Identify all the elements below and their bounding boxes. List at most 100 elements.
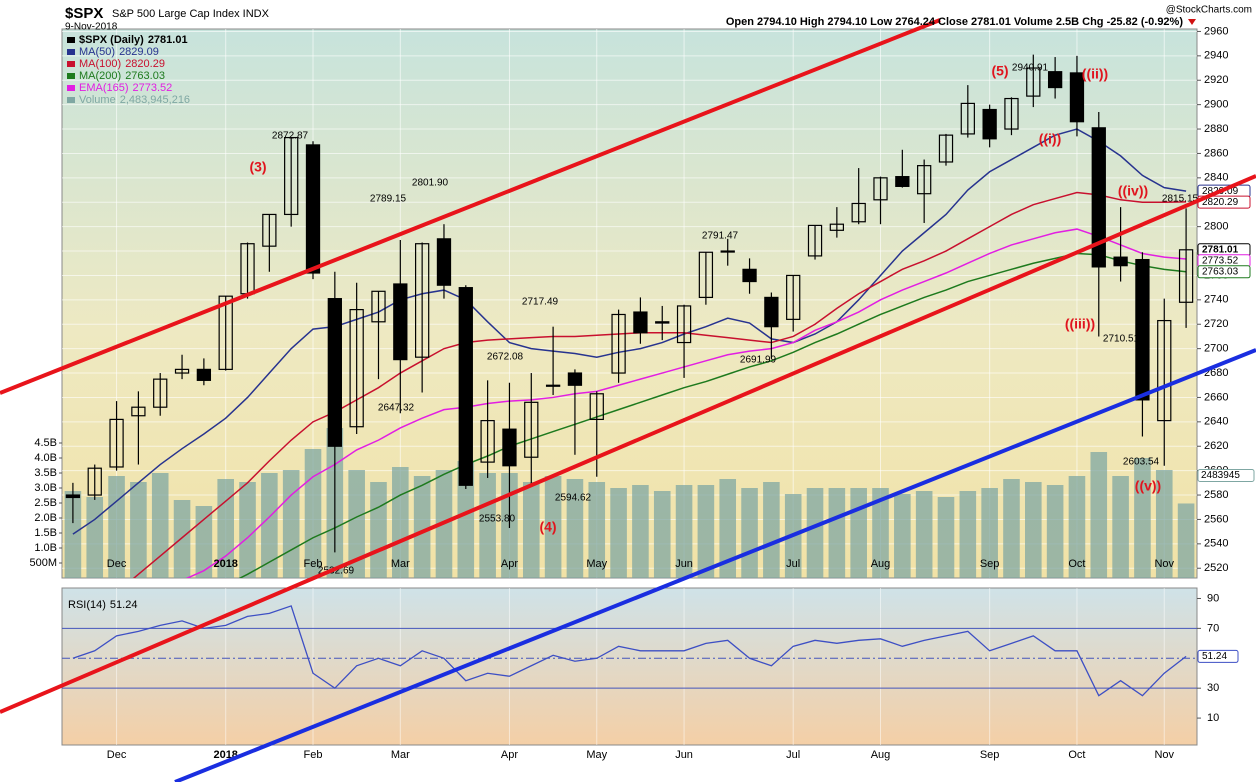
x-tick-label: Mar xyxy=(391,749,410,761)
wave-label: ((iii)) xyxy=(1065,316,1095,332)
y-tick-label: 2620 xyxy=(1204,440,1228,452)
volume-bar xyxy=(173,500,191,578)
rsi-last: 51.24 xyxy=(110,599,138,611)
source: @StockCharts.com xyxy=(1166,5,1252,16)
candle-body xyxy=(1004,97,1019,130)
y-tick-label: 30 xyxy=(1207,682,1219,694)
ma-line xyxy=(132,191,1187,578)
candle-body xyxy=(1047,71,1063,89)
x-tick-label: May xyxy=(586,558,607,570)
x-tick-label: Jul xyxy=(786,749,800,761)
candle-body xyxy=(545,384,561,387)
volume-bar xyxy=(632,485,649,578)
candle-body xyxy=(414,243,430,358)
candle-body xyxy=(676,305,692,344)
volume-bar xyxy=(1134,458,1151,578)
y-tick-label: 2900 xyxy=(1204,99,1228,111)
volume-bar xyxy=(457,461,475,578)
legend-entry: MA(100) 2820.29 xyxy=(79,58,165,70)
y-tick-label: 2860 xyxy=(1204,147,1228,159)
candle-body xyxy=(262,213,277,247)
legend-entry: Volume 2,483,945,216 xyxy=(79,94,190,106)
x-tick-label: Jun xyxy=(675,558,693,570)
rsi-pane xyxy=(61,587,1198,746)
legend-value: 2763.03 xyxy=(125,70,165,82)
y-tick-label: 2560 xyxy=(1204,513,1228,525)
volume-bar xyxy=(697,485,715,578)
legend-value: 2781.01 xyxy=(148,34,188,46)
y-tick-label: 2740 xyxy=(1204,294,1228,306)
volume-bar xyxy=(719,479,737,578)
y-tick-label: 2540 xyxy=(1204,538,1228,550)
x-tick-label: Sep xyxy=(980,749,1000,761)
candle-body xyxy=(305,144,321,274)
price-annotation: 2791.47 xyxy=(702,231,739,242)
candle-body xyxy=(1026,67,1041,97)
price-annotation: 2801.90 xyxy=(412,178,449,189)
candle-body xyxy=(436,238,452,286)
candle-body xyxy=(524,401,539,458)
volume-bar xyxy=(130,482,147,578)
y2-tick-label: 3.5B xyxy=(34,467,57,479)
wave-label: ((v)) xyxy=(1135,478,1161,494)
price-annotation: 2717.49 xyxy=(522,297,559,308)
candle-body xyxy=(502,428,517,467)
volume-bar xyxy=(588,482,606,578)
value-tag xyxy=(1197,265,1251,279)
x-tick-label: May xyxy=(586,749,607,761)
price-annotation: 2532.69 xyxy=(318,566,355,577)
candle-body xyxy=(567,372,583,386)
rsi-name: RSI(14) xyxy=(68,599,106,611)
volume-bar xyxy=(566,479,584,578)
y-tick-label: 2960 xyxy=(1204,25,1228,37)
date: 9-Nov-2018 xyxy=(65,22,118,33)
legend-name: Volume xyxy=(79,94,116,106)
legend-name: MA(50) xyxy=(79,46,115,58)
legend-value: 2,483,945,216 xyxy=(120,94,190,106)
candle-body xyxy=(851,202,866,223)
trend-line xyxy=(0,18,941,395)
candle-body xyxy=(873,177,888,201)
price-annotation: 2815.15 xyxy=(1162,194,1199,205)
x-tick-label: Dec xyxy=(107,558,127,570)
legend-swatch xyxy=(67,73,75,79)
candle-body xyxy=(829,223,845,231)
value-tag-label: 2483945 xyxy=(1201,470,1240,481)
value-tag-label: 2773.52 xyxy=(1202,255,1239,266)
x-tick-label: Oct xyxy=(1068,558,1085,570)
candle-body xyxy=(1135,258,1150,401)
y-tick-label: 2800 xyxy=(1204,221,1228,233)
volume-bar xyxy=(1112,476,1129,578)
volume-bar xyxy=(348,470,365,578)
value-tag-label: 51.24 xyxy=(1202,651,1227,662)
volume-bar xyxy=(981,488,998,578)
volume-bar xyxy=(522,482,540,578)
candle-body xyxy=(87,467,102,496)
y-tick-label: 90 xyxy=(1207,592,1219,604)
legend-swatch xyxy=(67,61,75,67)
wave-label: (5) xyxy=(991,63,1008,79)
volume-bar xyxy=(1046,485,1064,578)
ma-line xyxy=(72,128,1187,535)
value-tag xyxy=(1197,649,1239,663)
wave-label: ((ii)) xyxy=(1082,66,1108,82)
price-annotation: 2594.62 xyxy=(555,493,592,504)
x-tick-label: Oct xyxy=(1068,749,1085,761)
candle-body xyxy=(284,136,299,216)
candle-body xyxy=(938,134,954,163)
volume-bar xyxy=(937,497,955,578)
candle-body xyxy=(917,165,932,195)
candle-body xyxy=(327,298,342,447)
volume-bar xyxy=(915,491,933,578)
volume-bar xyxy=(610,488,627,578)
x-tick-label: Sep xyxy=(980,558,1000,570)
legend-name: MA(200) xyxy=(79,70,121,82)
value-tag xyxy=(1197,468,1255,482)
y-tick-label: 2880 xyxy=(1204,123,1228,135)
y-tick-label: 10 xyxy=(1207,712,1219,724)
rsi-line xyxy=(72,605,1187,697)
x-tick-label: Nov xyxy=(1154,749,1174,761)
ma-line xyxy=(238,252,1187,578)
volume-bar xyxy=(479,473,496,578)
volume-bar xyxy=(282,470,300,578)
